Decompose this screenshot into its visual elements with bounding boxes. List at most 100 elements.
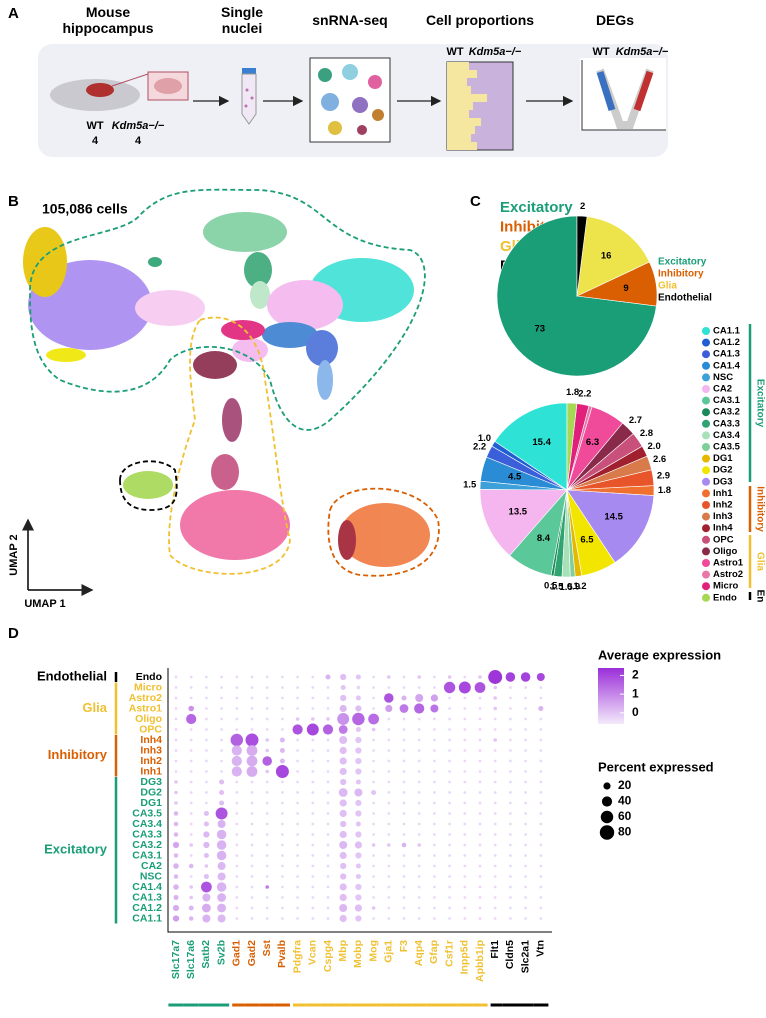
dot	[265, 791, 269, 794]
gene-label: Slc2a1	[519, 940, 531, 973]
legend-label: CA1.3	[713, 349, 740, 360]
dot	[281, 906, 284, 910]
dot	[339, 767, 347, 776]
group-label: Endothelial	[37, 668, 107, 683]
dot	[505, 672, 516, 682]
data-label: 2.0	[648, 441, 661, 452]
dot	[478, 770, 482, 773]
dot	[339, 746, 347, 755]
dot	[250, 717, 254, 721]
dot	[402, 917, 406, 920]
dot	[478, 833, 482, 836]
dot	[493, 780, 497, 784]
dot	[539, 749, 543, 752]
umap-icon	[309, 57, 391, 143]
dot	[433, 801, 436, 805]
dot	[478, 864, 482, 868]
dot	[281, 875, 284, 878]
group-n: 4	[135, 135, 142, 147]
legend-label: Excitatory	[658, 257, 707, 268]
dot	[265, 769, 270, 774]
legend-swatch	[702, 431, 710, 440]
dot	[402, 759, 406, 763]
data-label: 15.4	[532, 437, 551, 448]
dot	[220, 759, 223, 763]
legend-swatch	[702, 408, 710, 417]
dot	[326, 917, 330, 920]
gene-label: Gad2	[246, 940, 258, 966]
dot	[463, 864, 467, 868]
dot	[265, 854, 269, 857]
dot	[281, 707, 284, 710]
dot	[189, 749, 193, 752]
dot	[174, 749, 178, 752]
row-label: CA1.3	[132, 891, 162, 903]
panel-label: B	[8, 193, 19, 210]
dot	[433, 822, 436, 826]
dot	[296, 864, 299, 868]
dot	[296, 791, 299, 794]
dot	[463, 906, 467, 910]
dot	[401, 695, 407, 701]
dot	[205, 717, 208, 721]
dot	[265, 696, 269, 700]
dot	[265, 833, 269, 836]
dot	[539, 770, 543, 773]
dot	[402, 854, 406, 857]
dot	[311, 906, 315, 910]
dot	[296, 906, 299, 910]
dot	[311, 738, 315, 742]
dot	[311, 696, 315, 700]
column-label: WT	[446, 46, 463, 58]
dot	[433, 917, 436, 920]
gene-label: Gfap	[428, 940, 440, 964]
row-label: DG3	[140, 776, 162, 788]
panel-label: A	[8, 5, 19, 22]
dot	[202, 893, 211, 902]
dot	[205, 770, 208, 773]
dot	[417, 875, 421, 878]
legend-swatch	[702, 547, 710, 556]
dot	[250, 780, 254, 784]
dot	[235, 791, 239, 794]
dot	[281, 885, 284, 889]
dot	[339, 809, 347, 818]
dot	[539, 843, 543, 847]
dot	[339, 704, 347, 713]
dot	[463, 896, 467, 899]
dot	[433, 875, 436, 878]
color-tick-label: 1	[632, 686, 639, 700]
dot	[203, 810, 209, 817]
legend-swatch	[702, 501, 710, 509]
dot	[417, 843, 422, 847]
pie-slice	[576, 215, 588, 297]
dot	[448, 843, 451, 847]
dot	[355, 695, 361, 701]
column-label: Kdm5a−/−	[469, 46, 522, 58]
dot	[219, 789, 225, 796]
gene-label: Mobp	[352, 940, 364, 968]
dot	[355, 863, 361, 869]
dot	[174, 717, 178, 721]
gene-label: Sv2b	[215, 940, 227, 965]
dot	[402, 791, 406, 794]
row-label: NSC	[140, 870, 163, 882]
dot	[311, 759, 315, 763]
dot	[230, 733, 244, 747]
dot	[173, 832, 179, 837]
dot	[372, 885, 375, 889]
dot	[387, 885, 391, 889]
dot	[352, 712, 365, 726]
dot	[372, 707, 375, 710]
dot	[433, 675, 436, 679]
dot	[296, 696, 299, 700]
dot	[355, 821, 361, 827]
dot	[250, 728, 254, 731]
legend-label: Inh4	[713, 523, 733, 534]
legend-label: Inh1	[713, 488, 733, 499]
dot	[463, 749, 467, 752]
dot	[250, 906, 254, 910]
dot	[311, 801, 315, 805]
dot	[402, 801, 406, 805]
dot	[372, 812, 375, 815]
